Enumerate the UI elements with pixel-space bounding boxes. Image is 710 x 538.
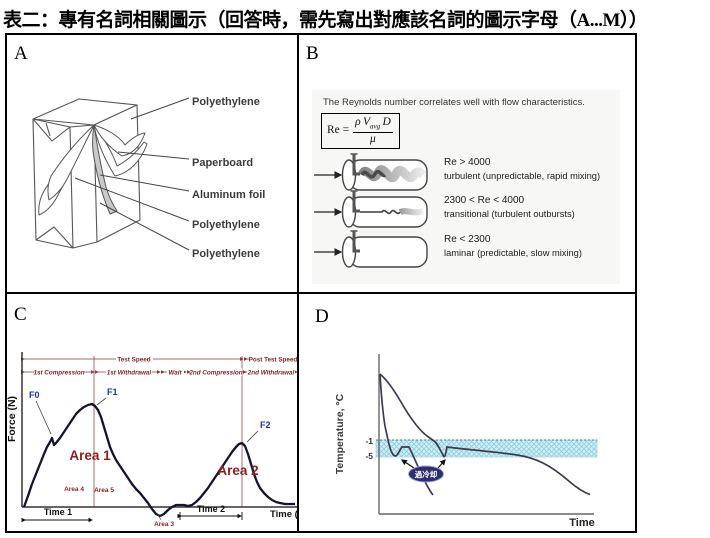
leader-lines: [74, 97, 190, 251]
force-axis-label: Force (N): [7, 396, 18, 442]
tick-minus1: -1: [365, 436, 373, 446]
test-speed-label: Test Speed: [117, 357, 150, 364]
layer-label: Polyethylene: [192, 96, 260, 108]
cell-c: C Test Speed Post Test Speed: [7, 294, 299, 531]
flow-description: transitional (turbulent outbursts): [444, 208, 575, 219]
time-spans: Time 1 Time 2: [21, 504, 243, 523]
area4-label: Area 4: [64, 486, 84, 493]
pipe-turbulent: [314, 153, 428, 191]
aluminum-foil-layer: [92, 124, 118, 215]
v-avg: V: [362, 116, 371, 128]
phase-boundaries: [93, 356, 243, 507]
axes: [21, 352, 297, 508]
reynolds-panel: The Reynolds number correlates well with…: [312, 90, 620, 284]
injector: [352, 231, 360, 253]
texture-profile-chart: Test Speed Post Test Speed 1st Compressi…: [7, 352, 299, 528]
reynolds-caption: The Reynolds number correlates well with…: [323, 97, 585, 108]
diameter: D: [382, 116, 391, 128]
pipe-flow-diagram: [314, 153, 428, 268]
injector: [352, 191, 360, 213]
f0-label: F0: [29, 390, 40, 400]
phase-label: Wait: [168, 370, 182, 377]
phase-label: 2nd Withdrawal: [247, 370, 295, 377]
re-condition: 2300 < Re < 4000: [444, 195, 525, 206]
cell-b-letter: B: [306, 43, 319, 64]
reynolds-formula: Re = ρ Vavg D μ: [321, 113, 400, 149]
carton-box: [32, 98, 141, 249]
flow-row: Re < 2300 laminar (predictable, slow mix…: [444, 234, 620, 259]
freezing-zone-band: [375, 439, 598, 458]
axes: [378, 354, 594, 515]
supercooling-annotation: 過冷却: [401, 459, 446, 483]
freezing-curve-chart: Temperature, °C -1 -5 過冷却 Time: [334, 354, 598, 529]
phase-label: 2nd Compression: [188, 370, 242, 377]
flow-row: Re > 4000 turbulent (unpredictable, rapi…: [444, 157, 620, 182]
injector: [352, 154, 360, 176]
v-subscript: avg: [370, 122, 381, 131]
formula-fraction: ρ Vavg D μ: [353, 116, 393, 145]
speed-row: Test Speed Post Test Speed: [20, 355, 298, 364]
mu: μ: [370, 132, 376, 145]
area5-label: Area 5: [94, 487, 114, 494]
cell-a: A: [7, 35, 299, 294]
time-axis-label: Time (s): [270, 509, 299, 520]
area1-label: Area 1: [69, 448, 111, 463]
f2-label: F2: [260, 420, 271, 430]
cell-d: D Temperature, °C -1 -5: [299, 294, 635, 531]
layer-label: Polyethylene: [192, 248, 260, 260]
flow-description: turbulent (unpredictable, rapid mixing): [444, 170, 601, 181]
phase-row: 1st Compression 1st Withdrawal Wait 2nd …: [20, 368, 298, 377]
force-curve: [22, 402, 295, 518]
carton-layers-diagram: Polyethylene Paperboard Aluminum foil Po…: [32, 96, 265, 260]
point-leaders: [35, 397, 259, 443]
post-test-speed-label: Post Test Speed: [249, 357, 298, 364]
transitional-flow: [360, 209, 401, 215]
slow-cooling-curve: [379, 373, 591, 496]
cell-a-letter: A: [14, 43, 28, 64]
pipe-transitional: [314, 190, 428, 228]
supercooling-oval: [408, 465, 444, 483]
time2-label: Time 2: [197, 504, 225, 514]
point-labels: F0 F1 F2: [29, 387, 271, 430]
area3-leader: [156, 512, 162, 521]
pipe-laminar: [314, 230, 428, 268]
flow-row: 2300 < Re < 4000 transitional (turbulent…: [444, 195, 620, 220]
layer-label: Paperboard: [192, 157, 253, 169]
cell-d-letter: D: [315, 306, 329, 327]
time1-label: Time 1: [44, 507, 72, 517]
phase-label: 1st Compression: [33, 370, 84, 377]
table-title: 表二：專有名詞相關圖示（回答時，需先寫出對應該名詞的圖示字母（A...M））: [3, 10, 648, 31]
cell-c-letter: C: [14, 304, 27, 325]
flow-description: laminar (predictable, slow mixing): [444, 247, 582, 258]
supercooling-label: 過冷却: [415, 469, 438, 479]
tick-minus5: -5: [365, 451, 373, 461]
rho: ρ: [355, 116, 361, 128]
area3-label: Area 3: [154, 521, 174, 528]
re-condition: Re < 2300: [444, 234, 491, 245]
layer-label: Polyethylene: [192, 219, 260, 231]
f1-label: F1: [107, 387, 118, 397]
figures-table: A: [5, 33, 637, 533]
peeled-layers: [38, 124, 148, 216]
time-axis-label: Time: [569, 517, 594, 529]
temperature-axis-label: Temperature, °C: [334, 393, 346, 474]
re-condition: Re > 4000: [444, 157, 491, 168]
formula-lhs: Re =: [327, 124, 350, 137]
area2-label: Area 2: [217, 463, 258, 478]
phase-label: 1st Withdrawal: [107, 370, 152, 377]
layer-label: Aluminum foil: [192, 189, 265, 201]
cell-b: B The Reynolds number correlates well wi…: [299, 35, 635, 294]
